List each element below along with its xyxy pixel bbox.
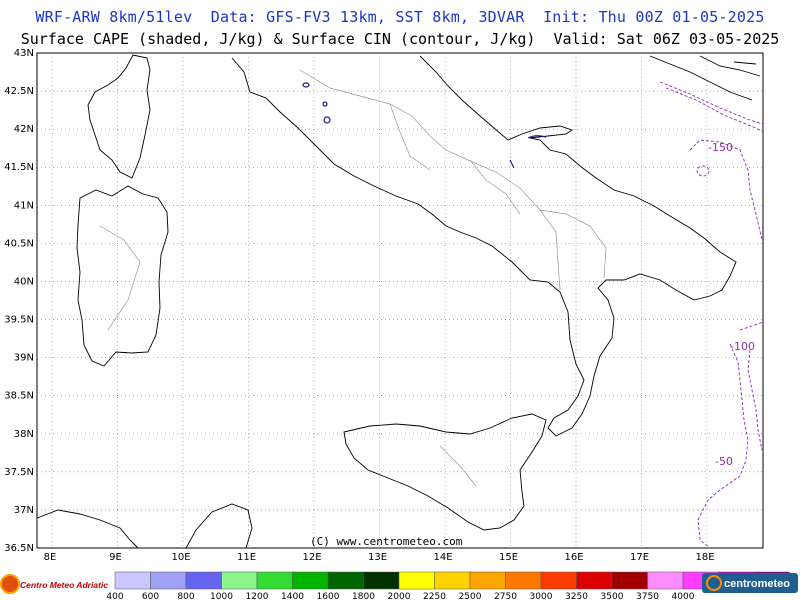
colorbar-swatch: [647, 571, 684, 590]
lat-label: 41.5N: [4, 162, 34, 173]
colorbar-label: 2750: [494, 592, 517, 600]
colorbar-label: 2500: [459, 592, 482, 600]
centrometeo-logo: centrometeo: [702, 573, 798, 593]
colorbar-swatch: [469, 571, 506, 590]
colorbar-swatch: [398, 571, 435, 590]
credit-text: (C) www.centrometeo.com: [310, 535, 463, 548]
colorbar-label: 3500: [601, 592, 624, 600]
colorbar-label: 1600: [317, 592, 340, 600]
colorbar-swatch: [327, 571, 364, 590]
lat-label: 37.5N: [4, 467, 34, 478]
colorbar-swatch: [150, 571, 187, 590]
latitude-labels: 43N 42.5N 42N 41.5N 41N 40.5N 40N 39.5N 39N 38.5N…: [4, 48, 34, 554]
lon-label: 13E: [368, 552, 387, 563]
lat-label: 38.5N: [4, 391, 34, 402]
lat-label: 40N: [14, 276, 34, 287]
coastlines: [36, 54, 761, 549]
colorbar-label: 3000: [530, 592, 553, 600]
colorbar-label: 3750: [636, 592, 659, 600]
lat-label: 41N: [14, 200, 34, 211]
lat-label: 38N: [14, 429, 34, 440]
lon-label: 11E: [237, 552, 256, 563]
colorbar-swatch: [256, 571, 293, 590]
colorbar-swatch: [505, 571, 542, 590]
header-title-line1: WRF-ARW 8km/51lev Data: GFS-FV3 13km, SS…: [35, 8, 765, 26]
colorbar-label: 4000: [672, 592, 695, 600]
cin-label-50: -50: [715, 455, 733, 468]
colorbar-swatch: [576, 571, 613, 590]
cin-label-100: -100: [730, 340, 755, 353]
colorbar-swatch: [114, 571, 151, 590]
cin-contours-small: [302, 82, 547, 169]
lat-label: 42N: [14, 124, 34, 135]
colorbar-label: 400: [106, 592, 123, 600]
lon-label: 10E: [171, 552, 190, 563]
lon-label: 18E: [695, 552, 714, 563]
colorbar-label: 1400: [281, 592, 304, 600]
colorbar-label: 800: [177, 592, 194, 600]
longitude-labels: 8E 9E 10E 11E 12E 13E 14E 15E 16E 17E 18E: [44, 552, 715, 563]
lon-label: 17E: [630, 552, 649, 563]
lat-label: 37N: [14, 505, 34, 516]
colorbar-swatch: [292, 571, 329, 590]
lon-label: 12E: [302, 552, 321, 563]
colorbar-swatch: [540, 571, 577, 590]
lat-label: 42.5N: [4, 86, 34, 97]
colorbar: 400 600 800 1000 1200 1400 1600 1800 2000 2250 250…: [106, 571, 790, 600]
colorbar-label: 600: [142, 592, 159, 600]
colorbar-label: 2250: [423, 592, 446, 600]
region-borders: [99, 69, 607, 487]
lon-label: 15E: [499, 552, 518, 563]
lon-label: 8E: [44, 552, 57, 563]
colorbar-label: 1000: [210, 592, 233, 600]
lat-label: 36.5N: [4, 543, 34, 554]
centro-meteo-adriatico-logo: Centro Meteo Adriatico: [0, 574, 108, 594]
lat-label: 43N: [14, 48, 34, 59]
cin-label-150: -150: [708, 141, 733, 154]
lat-label: 40.5N: [4, 238, 34, 249]
colorbar-swatch: [434, 571, 471, 590]
logo-left-text: Centro Meteo Adriatico: [20, 580, 108, 590]
lon-label: 9E: [109, 552, 122, 563]
lat-label: 39N: [14, 353, 34, 364]
header-title-line2: Surface CAPE (shaded, J/kg) & Surface CI…: [20, 30, 780, 48]
colorbar-label: 3250: [565, 592, 588, 600]
map-frame: [36, 52, 764, 549]
colorbar-swatch: [611, 571, 648, 590]
colorbar-label: 1800: [352, 592, 375, 600]
colorbar-swatch: [221, 571, 258, 590]
colorbar-swatch: [185, 571, 222, 590]
colorbar-label: 2000: [388, 592, 411, 600]
lon-label: 16E: [564, 552, 583, 563]
cin-contours: [659, 81, 764, 549]
logo-right-text: centrometeo: [724, 578, 790, 590]
graticule: [37, 53, 763, 548]
colorbar-swatch: [363, 571, 400, 590]
colorbar-label: 1200: [246, 592, 269, 600]
lat-label: 39.5N: [4, 315, 34, 326]
lon-label: 14E: [433, 552, 452, 563]
